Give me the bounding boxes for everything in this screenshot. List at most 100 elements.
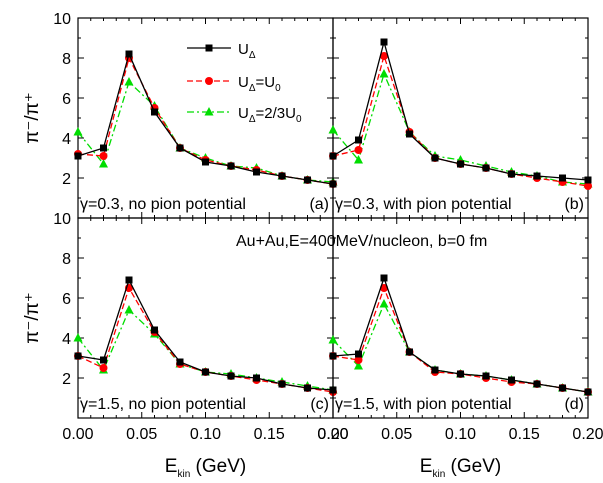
panel-b: γ=0.3, with pion potential (b) (328, 17, 593, 219)
series-2 (73, 305, 338, 394)
x-tick-label: 0.15 (254, 426, 285, 443)
data-point (354, 146, 363, 154)
legend-label-main: U (238, 105, 249, 122)
x-axis-label: Ekin (GeV) (420, 456, 501, 480)
legend-label: UΔ=2/3U0 (238, 105, 302, 125)
y-tick-label: 10 (53, 11, 71, 28)
data-point (151, 326, 158, 334)
x-tick-label: 0.00 (62, 426, 93, 443)
data-point (406, 348, 413, 356)
y-tick-label: 8 (62, 51, 71, 68)
legend-label-sub2: 0 (275, 83, 281, 94)
x-tick-label: 0.20 (317, 426, 348, 443)
y-tick-label: 8 (62, 251, 71, 268)
series-0 (74, 276, 337, 394)
panel-label: (c) (310, 396, 329, 413)
legend-label: UΔ (238, 41, 256, 61)
series-1 (329, 284, 592, 396)
series-0 (329, 38, 592, 184)
x-tick-label: 0.05 (381, 426, 412, 443)
data-point (584, 182, 592, 190)
x-axis-label-sub: kin (432, 469, 445, 480)
data-point (73, 127, 83, 136)
series-line (77, 80, 334, 183)
legend-label-rest: =U (256, 74, 276, 91)
data-point (406, 130, 413, 138)
data-point (355, 136, 362, 144)
panel-label: (b) (564, 196, 584, 213)
data-point (533, 172, 541, 180)
panel-frame (332, 217, 589, 419)
data-point (99, 152, 108, 160)
data-point (124, 305, 134, 314)
data-point (380, 38, 388, 46)
data-point (431, 154, 439, 162)
series-line (332, 72, 589, 185)
legend-label-sub: Δ (249, 114, 256, 125)
data-point (202, 158, 209, 166)
data-point (74, 352, 82, 360)
series-line (77, 286, 334, 393)
data-point (508, 170, 515, 178)
legend-entry-2: UΔ=2/3U0 (187, 105, 302, 125)
x-tick-label: 0.00 (317, 426, 348, 443)
x-tick-label: 0.05 (126, 426, 157, 443)
y-tick-label: 4 (62, 131, 71, 148)
data-point (304, 176, 311, 184)
series-1 (329, 52, 592, 190)
data-point (379, 299, 389, 308)
x-axis-label-main: E (165, 456, 178, 477)
data-point (151, 108, 158, 116)
legend-marker (205, 44, 213, 52)
panel-annotation: γ=1.5, no pion potential (80, 396, 246, 413)
y-tick-label: 10 (53, 211, 71, 228)
data-point (380, 274, 388, 282)
legend-marker (205, 77, 213, 85)
data-point (482, 372, 490, 380)
panel-annotation: γ=0.3, with pion potential (335, 196, 512, 213)
x-tick-label: 0.20 (572, 426, 603, 443)
y-tick-label: 6 (62, 291, 71, 308)
legend-label-rest: =2/3U (256, 105, 296, 122)
y-tick-label: 2 (62, 171, 71, 188)
data-point (354, 155, 363, 164)
data-point (559, 384, 566, 392)
x-axis-label: Ekin (GeV) (165, 456, 246, 480)
data-point (73, 333, 83, 342)
legend-label-sub2: 0 (296, 114, 302, 125)
series-1 (74, 284, 337, 396)
data-point (328, 335, 338, 344)
legend-label-sub: Δ (249, 50, 256, 61)
data-point (253, 168, 260, 176)
data-point (176, 144, 184, 152)
data-point (176, 358, 184, 366)
data-point (329, 352, 337, 360)
panel-label: (d) (564, 396, 584, 413)
data-point (328, 125, 338, 134)
data-point (431, 366, 439, 374)
x-tick-label: 0.15 (509, 426, 540, 443)
data-point (124, 77, 134, 86)
data-point (329, 152, 337, 160)
data-point (584, 176, 592, 184)
x-axis-label-sub: kin (177, 469, 190, 480)
data-point (354, 361, 363, 370)
data-point (457, 160, 464, 168)
data-point (253, 374, 260, 382)
data-point (533, 380, 541, 388)
legend-entry-0: UΔ (187, 41, 256, 61)
axis-labels: Ekin (GeV) Ekin (GeV)π⁻/π⁺π⁻/π⁺ (22, 92, 501, 480)
data-point (278, 380, 286, 388)
data-point (278, 172, 286, 180)
y-axis-label: π⁻/π⁺ (22, 92, 43, 144)
panel-annotation: γ=0.3, no pion potential (80, 196, 246, 213)
legend-label-sub: Δ (249, 83, 256, 94)
data-point (202, 368, 209, 376)
data-point (100, 356, 107, 364)
x-axis-label-main: E (420, 456, 433, 477)
series-2 (73, 77, 338, 186)
data-point (74, 152, 82, 160)
x-tick-label: 0.10 (445, 426, 476, 443)
